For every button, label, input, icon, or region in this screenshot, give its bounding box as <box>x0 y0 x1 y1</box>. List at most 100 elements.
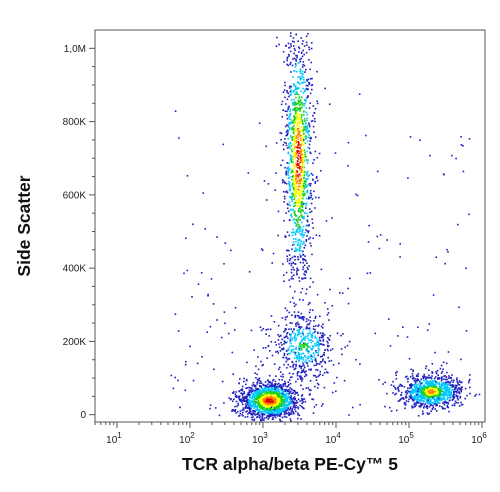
event-dot <box>229 398 232 401</box>
event-dot <box>296 93 299 95</box>
event-dot <box>328 103 331 105</box>
event-dot <box>283 352 286 355</box>
event-dot <box>280 412 282 415</box>
event-dot <box>296 181 298 183</box>
event-dot <box>307 85 309 87</box>
event-dot <box>300 209 303 211</box>
event-dot <box>262 394 265 396</box>
event-dot <box>255 401 257 404</box>
event-dot <box>311 398 313 400</box>
event-dot <box>436 390 439 392</box>
event-dot <box>420 391 423 393</box>
event-dot <box>329 288 331 291</box>
event-dot <box>274 380 277 383</box>
event-dot <box>259 393 261 395</box>
event-dot <box>293 134 296 136</box>
event-dot <box>285 182 288 185</box>
event-dot <box>289 408 292 410</box>
event-dot <box>302 268 304 271</box>
event-dot <box>307 337 309 340</box>
event-dot <box>460 144 463 146</box>
event-dot <box>279 410 282 412</box>
event-dot <box>277 234 279 237</box>
event-dot <box>284 138 286 140</box>
event-dot <box>237 404 240 406</box>
event-dot <box>244 395 246 398</box>
event-dot <box>273 412 276 415</box>
event-dot <box>299 82 301 85</box>
event-dot <box>441 382 443 385</box>
event-dot <box>309 140 312 142</box>
event-dot <box>265 389 267 391</box>
event-dot <box>278 366 281 369</box>
event-dot <box>185 237 187 240</box>
event-dot <box>280 396 283 399</box>
event-dot <box>312 352 315 354</box>
event-dot <box>441 390 443 392</box>
event-dot <box>174 313 177 315</box>
event-dot <box>259 384 261 387</box>
event-dot <box>250 405 252 408</box>
event-dot <box>295 351 297 354</box>
event-dot <box>276 36 278 39</box>
event-dot <box>306 356 308 359</box>
event-dot <box>291 178 293 181</box>
event-dot <box>291 244 294 246</box>
event-dot <box>423 389 426 392</box>
event-dot <box>301 114 303 117</box>
event-dot <box>298 331 300 334</box>
event-dot <box>295 240 297 243</box>
event-dot <box>293 47 296 50</box>
event-dot <box>273 321 276 323</box>
event-dot <box>321 355 323 358</box>
event-dot <box>310 61 313 64</box>
event-dot <box>324 362 327 364</box>
event-dot <box>297 108 299 111</box>
event-dot <box>293 336 296 338</box>
event-dot <box>312 345 315 347</box>
event-dot <box>422 377 425 380</box>
event-dot <box>307 129 309 132</box>
event-dot <box>358 93 361 95</box>
event-dot <box>289 285 292 288</box>
event-dot <box>241 413 243 416</box>
event-dot <box>315 376 318 378</box>
event-dot <box>293 404 296 406</box>
event-dot <box>288 122 290 125</box>
event-dot <box>286 56 289 59</box>
event-dot <box>302 319 305 321</box>
event-dot <box>289 339 292 341</box>
event-dot <box>274 416 277 419</box>
event-dot <box>242 392 244 395</box>
event-dot <box>272 397 274 400</box>
event-dot <box>269 328 272 331</box>
event-dot <box>431 392 434 395</box>
event-dot <box>415 391 417 394</box>
event-dot <box>271 382 273 384</box>
event-dot <box>289 108 292 111</box>
event-dot <box>250 387 252 389</box>
event-dot <box>379 234 382 236</box>
event-dot <box>246 401 248 404</box>
event-dot <box>279 371 282 373</box>
event-dot <box>290 71 292 73</box>
event-dot <box>299 72 302 74</box>
event-dot <box>411 390 413 393</box>
event-dot <box>283 405 285 407</box>
event-dot <box>302 328 305 331</box>
event-dot <box>310 192 312 195</box>
event-dot <box>306 172 309 175</box>
event-dot <box>430 392 433 394</box>
event-dot <box>400 398 402 400</box>
event-dot <box>293 188 295 191</box>
event-dot <box>469 392 471 395</box>
event-dot <box>301 188 303 191</box>
event-dot <box>407 387 409 389</box>
event-dot <box>298 87 300 89</box>
event-dot <box>256 405 258 407</box>
event-dot <box>298 121 300 123</box>
event-dot <box>270 391 273 394</box>
event-dot <box>319 373 321 376</box>
event-dot <box>413 405 416 408</box>
event-dot <box>434 395 436 397</box>
